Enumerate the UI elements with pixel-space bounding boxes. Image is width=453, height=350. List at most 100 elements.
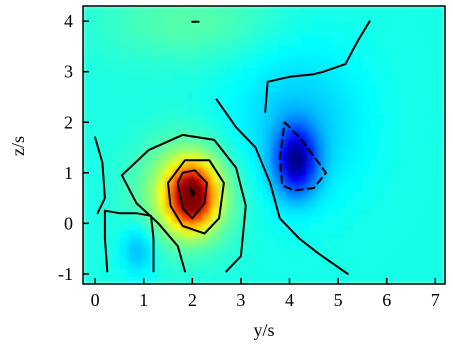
- heatmap-cell: [293, 221, 303, 231]
- heatmap-cell: [225, 75, 235, 84]
- heatmap-cell: [354, 75, 363, 84]
- heatmap-cell: [263, 221, 273, 231]
- heatmap-cell: [331, 121, 340, 131]
- heatmap-cell: [369, 214, 378, 223]
- heatmap-cell: [127, 237, 137, 246]
- heatmap-cell: [308, 198, 318, 208]
- heatmap-cell: [150, 129, 159, 138]
- heatmap-cell: [354, 152, 363, 161]
- heatmap-cell: [338, 260, 348, 270]
- heatmap-cell: [195, 113, 205, 123]
- heatmap-cell: [436, 36, 445, 46]
- heatmap-cell: [406, 98, 416, 107]
- heatmap-cell: [286, 129, 295, 138]
- heatmap-cell: [225, 260, 235, 270]
- heatmap-cell: [218, 252, 227, 262]
- heatmap-cell: [316, 51, 325, 61]
- heatmap-cell: [83, 175, 92, 185]
- heatmap-cell: [127, 121, 137, 131]
- heatmap-cell: [399, 6, 408, 15]
- heatmap-cell: [384, 129, 393, 138]
- heatmap-cell: [286, 252, 295, 262]
- heatmap-cell: [346, 206, 355, 215]
- heatmap-cell: [376, 67, 386, 76]
- heatmap-cell: [271, 206, 280, 215]
- heatmap-cell: [203, 121, 212, 131]
- heatmap-cell: [112, 229, 122, 239]
- heatmap-cell: [255, 183, 265, 192]
- heatmap-cell: [301, 206, 310, 215]
- heatmap-cell: [135, 144, 144, 154]
- heatmap-cell: [278, 190, 288, 200]
- heatmap-cell: [436, 136, 445, 146]
- heatmap-cell: [361, 244, 371, 254]
- heatmap-cell: [150, 51, 159, 61]
- heatmap-cell: [248, 59, 257, 69]
- heatmap-cell: [391, 167, 401, 177]
- heatmap-cell: [286, 183, 295, 192]
- heatmap-cell: [180, 51, 190, 61]
- heatmap-cell: [203, 144, 212, 154]
- heatmap-cell: [195, 28, 205, 38]
- heatmap-cell: [331, 252, 340, 262]
- heatmap-cell: [120, 90, 129, 100]
- heatmap-cell: [173, 237, 182, 246]
- heatmap-cell: [203, 175, 212, 185]
- heatmap-cell: [105, 136, 114, 146]
- heatmap-cell: [346, 13, 355, 22]
- heatmap-cell: [135, 152, 144, 161]
- heatmap-cell: [218, 214, 227, 223]
- heatmap-cell: [308, 59, 318, 69]
- heatmap-cell: [384, 105, 393, 115]
- heatmap-cell: [248, 244, 257, 254]
- heatmap-cell: [263, 129, 273, 138]
- heatmap-cell: [414, 183, 423, 192]
- heatmap-cell: [399, 113, 408, 123]
- heatmap-cell: [105, 121, 114, 131]
- heatmap-cell: [248, 36, 257, 46]
- heatmap-cell: [421, 159, 431, 169]
- heatmap-cell: [83, 51, 92, 61]
- heatmap-cell: [105, 244, 114, 254]
- heatmap-cell: [173, 244, 182, 254]
- heatmap-cell: [83, 121, 92, 131]
- heatmap-cell: [271, 51, 280, 61]
- heatmap-cell: [376, 144, 386, 154]
- heatmap-cell: [338, 221, 348, 231]
- heatmap-cell: [436, 159, 445, 169]
- heatmap-cell: [120, 121, 129, 131]
- heatmap-cell: [391, 82, 401, 92]
- heatmap-cell: [165, 167, 174, 177]
- heatmap-cell: [293, 214, 303, 223]
- heatmap-cell: [354, 28, 363, 38]
- heatmap-cell: [90, 105, 99, 115]
- heatmap-cell: [278, 183, 288, 192]
- heatmap-cell: [165, 44, 174, 53]
- heatmap-cell: [188, 167, 197, 177]
- heatmap-cell: [165, 221, 174, 231]
- heatmap-cell: [157, 105, 167, 115]
- heatmap-cell: [391, 144, 401, 154]
- heatmap-cell: [263, 252, 273, 262]
- heatmap-cell: [263, 229, 273, 239]
- heatmap-cell: [135, 221, 144, 231]
- heatmap-cell: [120, 6, 129, 15]
- heatmap-cell: [210, 36, 220, 46]
- heatmap-cell: [112, 98, 122, 107]
- heatmap-cell: [384, 36, 393, 46]
- heatmap-cell: [173, 252, 182, 262]
- heatmap-cell: [308, 121, 318, 131]
- heatmap-cell: [421, 229, 431, 239]
- heatmap-cell: [150, 144, 159, 154]
- heatmap-cell: [391, 159, 401, 169]
- heatmap-cell: [173, 260, 182, 270]
- y-axis-title: z/s: [8, 136, 28, 156]
- heatmap-cell: [316, 144, 325, 154]
- heatmap-cell: [429, 244, 438, 254]
- heatmap-cell: [203, 105, 212, 115]
- heatmap-cell: [384, 268, 393, 277]
- heatmap-cell: [90, 36, 99, 46]
- heatmap-cell: [271, 268, 280, 277]
- heatmap-cell: [157, 44, 167, 53]
